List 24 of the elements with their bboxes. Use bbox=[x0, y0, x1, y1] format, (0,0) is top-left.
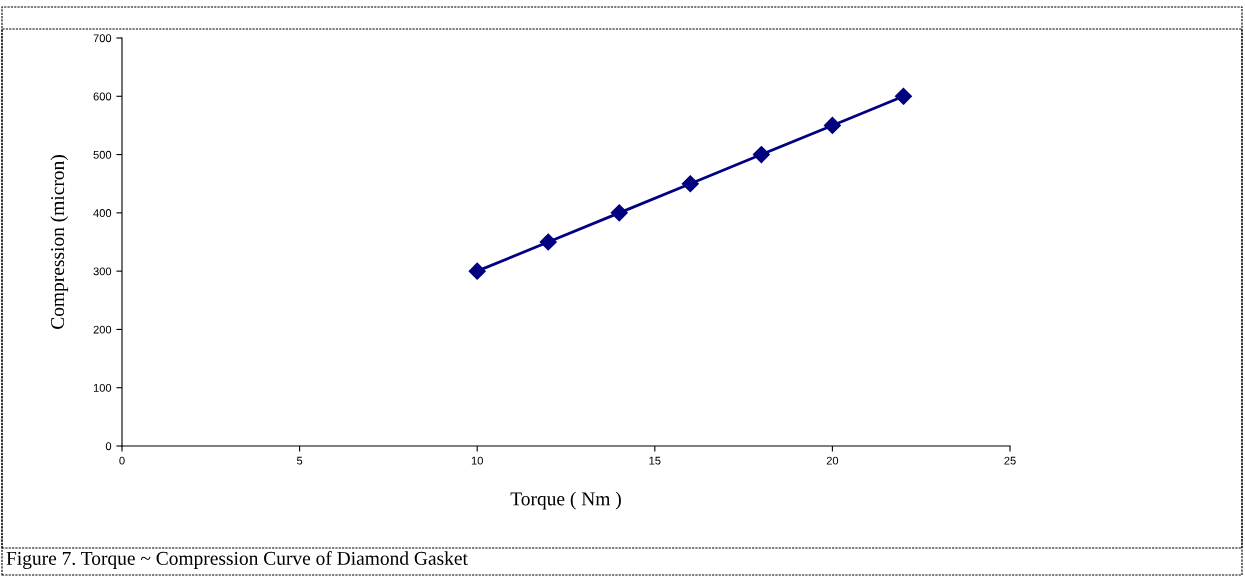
y-tick-label: 500 bbox=[93, 150, 112, 159]
point bbox=[539, 233, 557, 251]
point bbox=[610, 204, 628, 222]
point bbox=[894, 87, 912, 105]
point bbox=[468, 262, 486, 280]
x-axis-title: Torque ( Nm ) bbox=[510, 491, 621, 510]
y-tick-label: 300 bbox=[93, 267, 112, 276]
x-tick-label: 20 bbox=[826, 456, 839, 465]
x-tick-label: 0 bbox=[119, 456, 125, 465]
y-tick-label: 0 bbox=[105, 442, 112, 451]
point bbox=[823, 116, 841, 134]
y-tick-label: 400 bbox=[93, 209, 112, 217]
x-tick-label: 5 bbox=[296, 456, 303, 465]
y-axis-title: Compression (micron) bbox=[50, 155, 69, 329]
y-tick-label: 200 bbox=[93, 325, 112, 334]
caption: Figure 7. Torque ~ Compression Curve of Diamond Gasket bbox=[6, 551, 468, 569]
point bbox=[681, 175, 699, 193]
point bbox=[752, 146, 770, 164]
x-tick-label: 10 bbox=[471, 456, 483, 465]
x-tick-label: 15 bbox=[649, 456, 661, 465]
y-tick-label: 100 bbox=[93, 383, 112, 392]
y-tick-label: 600 bbox=[93, 92, 112, 101]
y-tick-label: 700 bbox=[93, 34, 112, 43]
x-tick-label: 25 bbox=[1004, 456, 1016, 465]
